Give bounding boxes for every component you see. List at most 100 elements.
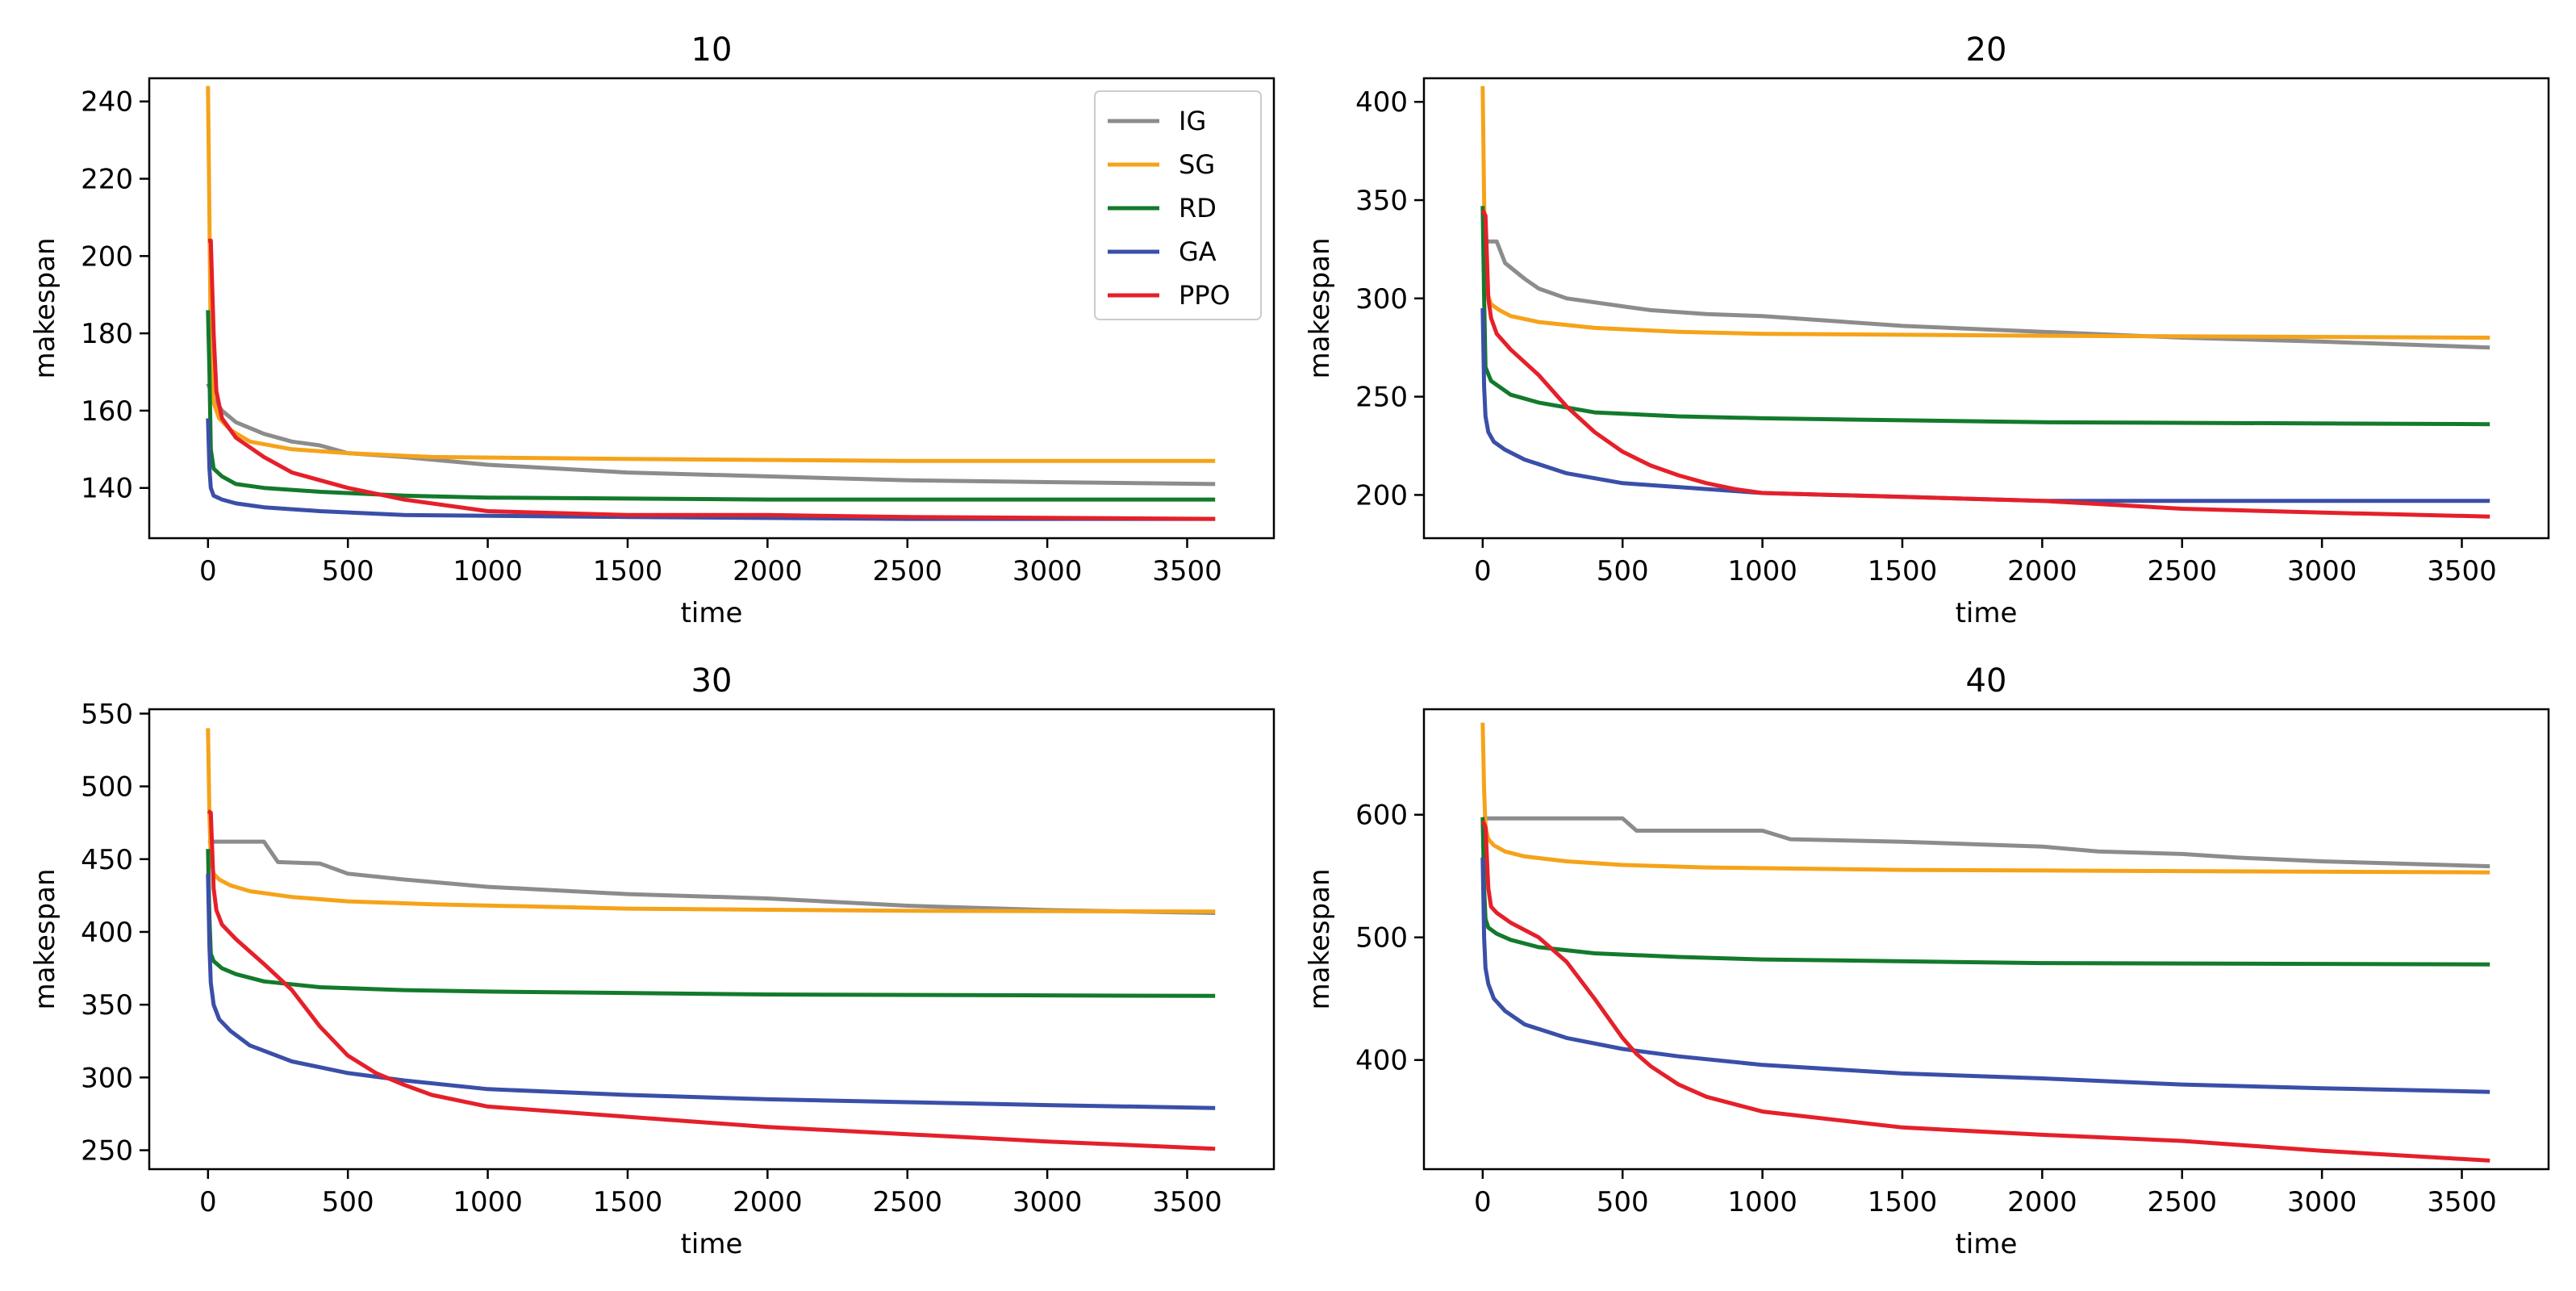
legend: IG SG RD GA PPO	[1094, 90, 1262, 320]
y-tick-label: 250	[81, 1135, 133, 1168]
series-line-SG	[1480, 86, 2490, 340]
legend-label-RD: RD	[1179, 193, 1217, 224]
x-tick-label: 0	[199, 1186, 217, 1218]
x-tick-label: 3000	[1012, 1186, 1083, 1218]
x-tick-label: 3000	[1012, 555, 1083, 587]
series-group	[1480, 722, 2490, 1163]
legend-label-PPO: PPO	[1179, 280, 1230, 311]
x-axis-label: time	[681, 597, 743, 629]
x-tick-label: 1000	[1727, 555, 1797, 587]
series-group	[206, 86, 1216, 521]
series-line-GA	[206, 873, 1216, 1110]
series-line-PPO	[207, 238, 1216, 521]
y-tick-label: 220	[81, 164, 133, 196]
x-tick-label: 3500	[1152, 555, 1222, 587]
series-line-IG	[206, 382, 1216, 487]
y-tick-label: 400	[1355, 86, 1408, 119]
panel-10: 10 0 500 1000 1500 2000 2500 3000 3500 140 160 180 2…	[29, 31, 1275, 629]
x-tick-label: 1500	[593, 1186, 663, 1218]
x-tick-label: 2500	[2147, 1186, 2217, 1218]
y-tick-label: 550	[81, 698, 133, 730]
y-tick-label: 240	[81, 86, 133, 119]
series-line-RD	[1480, 206, 2490, 427]
y-axis-label: makespan	[1304, 237, 1336, 378]
series-line-PPO	[1480, 209, 2490, 519]
x-tick-label: 3000	[2287, 1186, 2357, 1218]
axes-frame	[148, 77, 1275, 540]
y-tick-label: 600	[1355, 800, 1408, 832]
panel-40: 400 500 1000 1500 2000 2500 3000 3500400500600t…	[1304, 662, 2550, 1260]
x-tick-label: 500	[322, 1186, 374, 1218]
x-tick-label: 1000	[1727, 1186, 1797, 1218]
legend-label-SG: SG	[1179, 149, 1215, 180]
x-axis-label: time	[681, 1228, 743, 1260]
y-axis-label: makespan	[29, 237, 61, 378]
x-tick-label: 0	[199, 555, 217, 587]
panel-title: 20	[1966, 31, 2007, 69]
legend-label-IG: IG	[1179, 106, 1206, 136]
x-axis-label: time	[1956, 597, 2018, 629]
series-line-RD	[206, 310, 1216, 502]
series-line-RD	[206, 849, 1216, 998]
panel-30: 300 500 1000 1500 2000 2500 3000 35002503003504…	[29, 662, 1275, 1260]
series-line-GA	[1480, 857, 2490, 1094]
series-line-SG	[1480, 722, 2490, 875]
y-tick-label: 160	[81, 395, 133, 428]
y-tick-label: 180	[81, 318, 133, 350]
axes-frame	[1422, 708, 2550, 1171]
x-tick-label: 2000	[2007, 555, 2077, 587]
x-tick-label: 1500	[1868, 555, 1938, 587]
y-tick-label: 200	[81, 240, 133, 273]
y-tick-label: 300	[81, 1062, 133, 1094]
y-tick-label: 400	[81, 917, 133, 949]
y-tick-label: 140	[81, 473, 133, 505]
x-tick-label: 3500	[2427, 1186, 2497, 1218]
x-tick-label: 500	[322, 555, 374, 587]
series-line-SG	[206, 728, 1216, 914]
x-tick-label: 2000	[2007, 1186, 2077, 1218]
y-tick-label: 500	[81, 771, 133, 804]
x-tick-label: 1000	[453, 555, 523, 587]
x-tick-label: 500	[1597, 1186, 1649, 1218]
x-axis-label: time	[1956, 1228, 2018, 1260]
x-tick-label: 0	[1474, 555, 1492, 587]
x-tick-label: 1000	[453, 1186, 523, 1218]
y-tick-label: 200	[1355, 479, 1408, 512]
panel-title: 10	[691, 31, 733, 69]
legend-box	[1094, 90, 1262, 320]
x-tick-label: 2000	[733, 1186, 803, 1218]
series-line-RD	[1480, 817, 2490, 967]
y-tick-label: 450	[81, 844, 133, 876]
series-line-PPO	[207, 809, 1216, 1151]
y-tick-label: 400	[1355, 1045, 1408, 1077]
y-tick-label: 500	[1355, 922, 1408, 955]
x-tick-label: 2500	[872, 555, 942, 587]
series-line-IG	[1481, 237, 2490, 350]
x-tick-label: 0	[1474, 1186, 1492, 1218]
x-tick-label: 500	[1597, 555, 1649, 587]
series-group	[206, 728, 1216, 1151]
series-line-SG	[206, 86, 1216, 463]
x-tick-label: 3500	[1152, 1186, 1222, 1218]
x-tick-label: 2500	[2147, 555, 2217, 587]
series-line-IG	[207, 839, 1216, 915]
x-tick-label: 1500	[1868, 1186, 1938, 1218]
y-axis-label: makespan	[1304, 868, 1336, 1009]
panel-title: 40	[1966, 662, 2007, 700]
series-line-IG	[1481, 815, 2490, 869]
series-line-GA	[206, 418, 1216, 521]
x-tick-label: 2000	[733, 555, 803, 587]
panel-20: 200 500 1000 1500 2000 2500 3000 35002002503003…	[1304, 31, 2550, 629]
y-tick-label: 250	[1355, 382, 1408, 414]
series-group	[1480, 86, 2490, 519]
panel-title: 30	[691, 662, 733, 700]
y-tick-label: 300	[1355, 283, 1408, 315]
x-tick-label: 3000	[2287, 555, 2357, 587]
y-tick-label: 350	[81, 989, 133, 1022]
axes-frame	[1422, 77, 2550, 540]
legend-label-GA: GA	[1179, 236, 1217, 267]
x-tick-label: 2500	[872, 1186, 942, 1218]
x-tick-label: 3500	[2427, 555, 2497, 587]
axes-frame	[148, 708, 1275, 1171]
